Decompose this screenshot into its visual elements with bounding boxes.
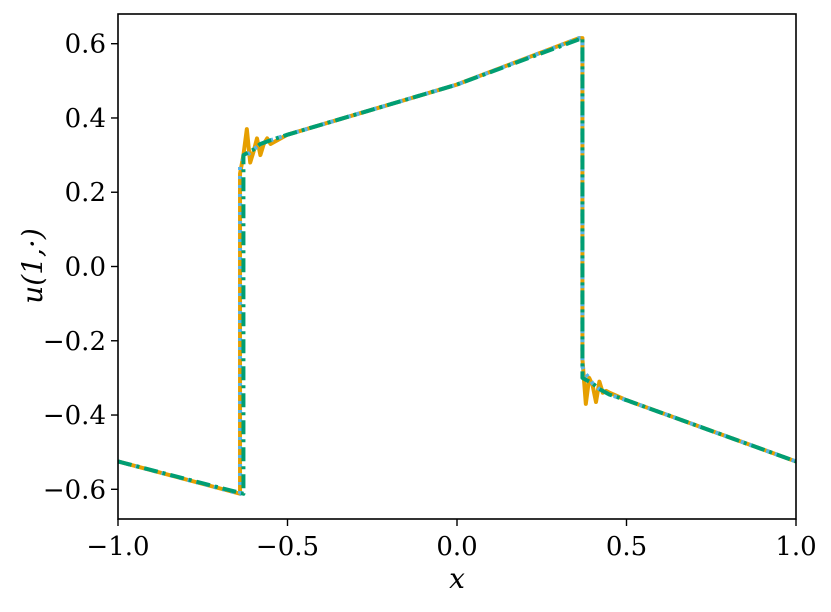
y-axis-ticks: −0.6 −0.4 −0.2 0.0 0.2 0.4 0.6 bbox=[43, 30, 118, 505]
x-tick-label: −1.0 bbox=[86, 532, 149, 562]
y-tick-label: −0.4 bbox=[43, 401, 106, 431]
y-tick-label: −0.2 bbox=[43, 327, 106, 357]
x-axis-ticks: −1.0 −0.5 0.0 0.5 1.0 bbox=[86, 519, 817, 562]
y-tick-label: 0.0 bbox=[65, 253, 106, 283]
x-tick-label: 0.5 bbox=[606, 532, 647, 562]
x-axis-label: x bbox=[449, 562, 465, 595]
y-axis-label: u(1,·) bbox=[16, 228, 49, 304]
y-tick-label: −0.6 bbox=[43, 475, 106, 505]
plot-frame bbox=[117, 13, 797, 520]
y-tick-label: 0.4 bbox=[65, 104, 106, 134]
y-tick-label: 0.6 bbox=[65, 30, 106, 60]
x-tick-label: −0.5 bbox=[256, 532, 319, 562]
x-tick-label: 0.0 bbox=[436, 532, 477, 562]
series-layer bbox=[118, 36, 796, 496]
y-tick-label: 0.2 bbox=[65, 178, 106, 208]
series-line-2 bbox=[118, 36, 796, 496]
x-tick-label: 1.0 bbox=[775, 532, 816, 562]
series-line-3 bbox=[118, 36, 796, 496]
